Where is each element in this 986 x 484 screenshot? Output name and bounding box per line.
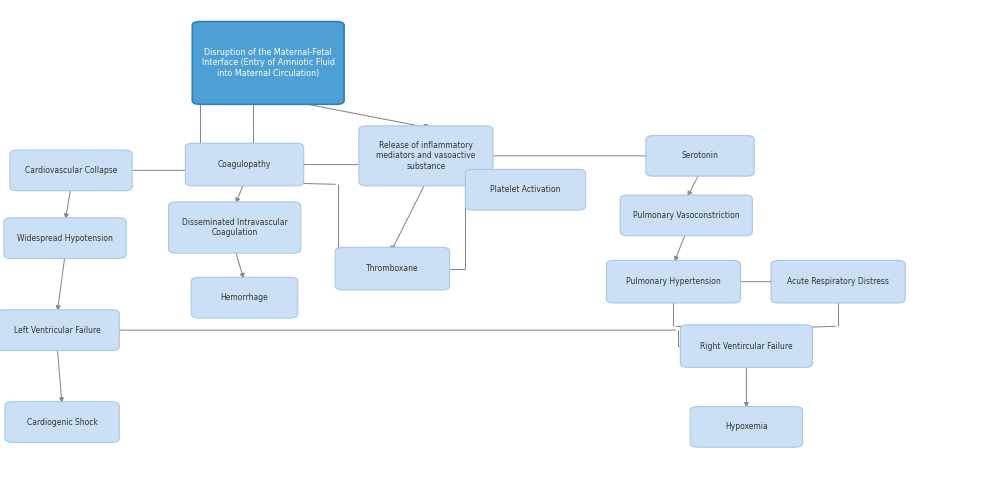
FancyBboxPatch shape	[771, 260, 905, 303]
FancyBboxPatch shape	[646, 136, 754, 176]
Text: Disruption of the Maternal-Fetal
Interface (Entry of Amniotic Fluid
into Materna: Disruption of the Maternal-Fetal Interfa…	[202, 48, 334, 78]
FancyBboxPatch shape	[185, 143, 304, 186]
Text: Widespread Hypotension: Widespread Hypotension	[17, 234, 113, 242]
FancyBboxPatch shape	[4, 218, 126, 258]
FancyBboxPatch shape	[5, 402, 119, 442]
Text: Serotonin: Serotonin	[681, 151, 719, 160]
Text: Platelet Activation: Platelet Activation	[490, 185, 561, 194]
Text: Thromboxane: Thromboxane	[366, 264, 419, 273]
FancyBboxPatch shape	[620, 195, 752, 236]
FancyBboxPatch shape	[169, 202, 301, 253]
FancyBboxPatch shape	[10, 150, 132, 191]
FancyBboxPatch shape	[359, 126, 493, 186]
Text: Cardiogenic Shock: Cardiogenic Shock	[27, 418, 98, 426]
Text: Right Ventircular Failure: Right Ventircular Failure	[700, 342, 793, 350]
FancyBboxPatch shape	[0, 310, 119, 350]
Text: Coagulopathy: Coagulopathy	[218, 160, 271, 169]
FancyBboxPatch shape	[690, 407, 803, 447]
FancyBboxPatch shape	[680, 325, 812, 367]
FancyBboxPatch shape	[606, 260, 740, 303]
Text: Hypoxemia: Hypoxemia	[725, 423, 768, 431]
Text: Pulmonary Vasoconstriction: Pulmonary Vasoconstriction	[633, 211, 740, 220]
Text: Pulmonary Hypertension: Pulmonary Hypertension	[626, 277, 721, 286]
Text: Acute Respiratory Distress: Acute Respiratory Distress	[787, 277, 889, 286]
FancyBboxPatch shape	[465, 169, 586, 210]
Text: Release of inflammatory
mediators and vasoactive
substance: Release of inflammatory mediators and va…	[377, 141, 475, 171]
Text: Left Ventricular Failure: Left Ventricular Failure	[14, 326, 101, 334]
FancyBboxPatch shape	[335, 247, 450, 290]
FancyBboxPatch shape	[191, 277, 298, 318]
Text: Hemorrhage: Hemorrhage	[221, 293, 268, 302]
Text: Cardiovascular Collapse: Cardiovascular Collapse	[25, 166, 117, 175]
Text: Disseminated Intravascular
Coagulation: Disseminated Intravascular Coagulation	[181, 218, 288, 237]
FancyBboxPatch shape	[192, 21, 344, 105]
